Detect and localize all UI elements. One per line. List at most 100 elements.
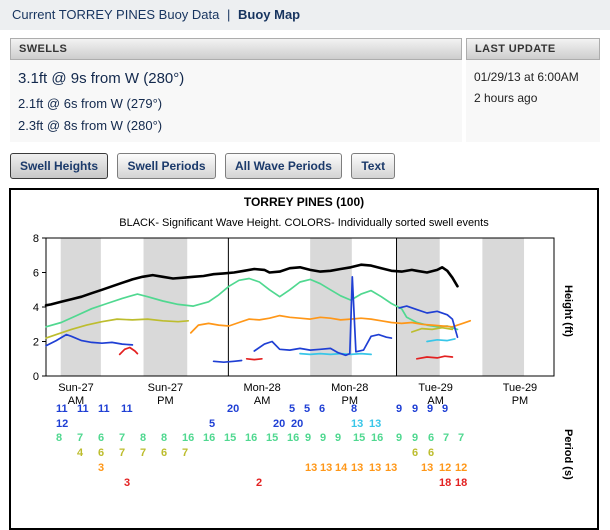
period-value: 6 (98, 432, 104, 444)
period-value: 9 (396, 432, 402, 444)
period-value: 16 (182, 432, 194, 444)
x-label-day: Tue-29 (418, 382, 452, 394)
x-label-half: AM (254, 395, 271, 407)
period-value: 13 (369, 418, 381, 430)
buoy-map-link[interactable]: Buoy Map (238, 7, 301, 22)
series-swell-red (415, 355, 454, 360)
period-value: 7 (458, 432, 464, 444)
series-swell-blue (45, 333, 134, 347)
period-value: 5 (289, 403, 295, 415)
period-value: 14 (335, 462, 348, 474)
x-label-day: Sun-27 (148, 382, 183, 394)
period-value: 9 (427, 403, 433, 415)
x-label-day: Sun-27 (58, 382, 93, 394)
night-band (310, 238, 352, 376)
x-label-half: AM (68, 395, 85, 407)
period-value: 16 (371, 432, 383, 444)
period-value: 13 (385, 462, 397, 474)
period-value: 2 (256, 477, 262, 489)
swells-header: SWELLS (10, 38, 462, 60)
series-swell-red (245, 357, 263, 361)
period-value: 9 (305, 432, 311, 444)
chart-subtitle: BLACK- Significant Wave Height. COLORS- … (119, 217, 489, 229)
period-value: 7 (77, 432, 83, 444)
period-value: 3 (124, 477, 130, 489)
period-value: 16 (203, 432, 215, 444)
period-value: 12 (455, 462, 467, 474)
swell-primary: 3.1ft @ 9s from W (280°) (18, 70, 185, 87)
x-label-half: PM (342, 395, 359, 407)
period-value: 8 (351, 403, 357, 415)
period-value: 13 (305, 462, 317, 474)
last-update-body: 01/29/13 at 6:00AM 2 hours ago (466, 60, 600, 142)
info-panels: SWELLS 3.1ft @ 9s from W (280°) 2.1ft @ … (10, 38, 600, 142)
period-value: 18 (439, 477, 451, 489)
last-update-panel: LAST UPDATE 01/29/13 at 6:00AM 2 hours a… (466, 38, 600, 142)
period-value: 9 (335, 432, 341, 444)
view-tabs: Swell Heights Swell Periods All Wave Per… (10, 153, 600, 179)
nav-separator: | (227, 7, 231, 22)
x-label-half: PM (157, 395, 174, 407)
y-tick-label: 4 (33, 302, 39, 314)
period-value: 6 (161, 447, 167, 459)
tab-text[interactable]: Text (351, 153, 396, 179)
series-swell-green (45, 277, 459, 331)
series-swell-olive (45, 318, 190, 339)
period-value: 11 (77, 403, 89, 415)
tab-swell-periods[interactable]: Swell Periods (117, 153, 216, 179)
period-value: 3 (98, 462, 104, 474)
y-tick-label: 6 (33, 268, 39, 280)
wave-plot: 02468Sun-27AMSun-27PMMon-28AMMon-28PMTue… (33, 233, 555, 489)
period-value: 7 (182, 447, 188, 459)
period-value: 8 (56, 432, 62, 444)
period-value: 7 (119, 432, 125, 444)
period-value: 7 (443, 432, 449, 444)
period-value: 9 (396, 403, 402, 415)
y-tick-label: 2 (33, 337, 39, 349)
period-value: 5 (209, 418, 215, 430)
y-tick-label: 8 (33, 233, 39, 245)
chart-title: TORREY PINES (100) (243, 195, 365, 209)
period-value: 13 (369, 462, 381, 474)
x-label-day: Mon-28 (244, 382, 281, 394)
period-value: 6 (412, 447, 418, 459)
period-value: 16 (245, 432, 257, 444)
tab-swell-heights[interactable]: Swell Heights (10, 153, 109, 179)
period-value: 13 (421, 462, 433, 474)
swell-secondary-1: 2.1ft @ 6s from W (279°) (18, 96, 163, 111)
period-value: 9 (442, 403, 448, 415)
top-nav: Current TORREY PINES Buoy Data | Buoy Ma… (0, 0, 610, 30)
series-swell-olive (410, 326, 454, 333)
period-value: 11 (121, 403, 133, 415)
night-band (143, 238, 188, 376)
last-update-header: LAST UPDATE (466, 38, 600, 60)
series-swell-cyan (299, 352, 372, 356)
period-value: 20 (291, 418, 303, 430)
series-swell-blue (253, 275, 393, 357)
tab-all-wave-periods[interactable]: All Wave Periods (224, 153, 342, 179)
current-buoy-label: Current TORREY PINES Buoy Data (12, 7, 220, 22)
series-swell-cyan (426, 338, 456, 343)
period-value: 6 (98, 447, 104, 459)
period-axis-label: Period (s) (562, 428, 574, 480)
last-update-relative: 2 hours ago (474, 91, 538, 105)
plot-frame (45, 237, 555, 377)
period-value: 9 (320, 432, 326, 444)
period-value: 6 (428, 447, 434, 459)
period-value: 11 (56, 403, 68, 415)
x-label-half: PM (512, 395, 529, 407)
buoy-chart: TORREY PINES (100) BLACK- Significant Wa… (9, 188, 599, 530)
period-value: 12 (439, 462, 451, 474)
series-swell-orange (189, 314, 472, 334)
period-value: 15 (353, 432, 365, 444)
x-label-day: Tue-29 (503, 382, 537, 394)
period-value: 15 (224, 432, 236, 444)
period-value: 9 (412, 432, 418, 444)
period-value: 18 (455, 477, 467, 489)
period-value: 20 (273, 418, 285, 430)
series-swell-blue (212, 359, 243, 364)
period-value: 6 (428, 432, 434, 444)
series-significant-wave-height (44, 263, 459, 307)
period-value: 7 (119, 447, 125, 459)
period-value: 7 (140, 447, 146, 459)
